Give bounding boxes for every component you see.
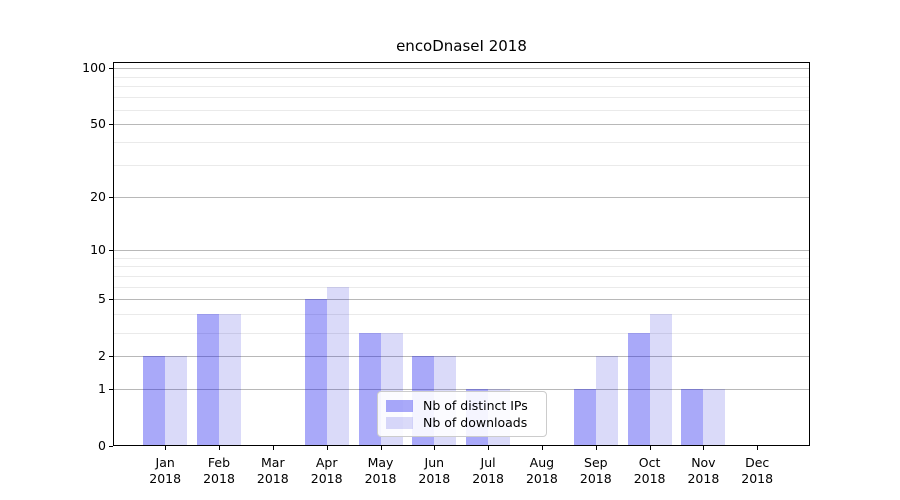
- bar-downloads-apr: [326, 286, 349, 446]
- major-gridline: [113, 249, 810, 251]
- bar-distinct-ips-apr: [304, 299, 327, 446]
- y-axis-tick: [109, 356, 113, 358]
- x-axis-tick: [649, 446, 651, 450]
- x-axis-tick: [488, 446, 490, 450]
- major-gridline: [113, 299, 810, 301]
- bar-distinct-ips-oct: [627, 332, 650, 446]
- y-axis-tick: [109, 124, 113, 126]
- major-gridline: [113, 389, 810, 391]
- legend-swatch-downloads: [386, 416, 413, 429]
- y-tick-label: 2: [98, 348, 106, 364]
- y-tick-label: 100: [82, 60, 106, 76]
- y-axis-tick: [109, 249, 113, 251]
- bar-downloads-feb: [219, 314, 241, 446]
- plot-area: [113, 62, 810, 446]
- x-tick-label: Nov 2018: [687, 455, 720, 486]
- bar-downloads-sep: [595, 356, 618, 446]
- y-axis-tick: [109, 299, 113, 301]
- minor-gridline: [113, 109, 810, 111]
- x-axis-tick: [541, 446, 543, 450]
- bar-distinct-ips-jan: [143, 356, 166, 446]
- x-tick-label: Dec 2018: [741, 455, 774, 486]
- minor-gridline: [113, 275, 810, 277]
- x-tick-label: Jan 2018: [149, 455, 182, 486]
- x-axis-tick: [595, 446, 597, 450]
- y-tick-label: 1: [98, 381, 106, 397]
- major-gridline: [113, 356, 810, 358]
- x-tick-label: Feb 2018: [203, 455, 235, 486]
- y-tick-label: 50: [90, 116, 106, 132]
- legend-label-downloads: Nb of downloads: [423, 415, 528, 430]
- x-tick-label: Jul 2018: [472, 455, 504, 486]
- x-axis-tick: [434, 446, 436, 450]
- minor-gridline: [113, 142, 810, 143]
- y-tick-label: 5: [98, 291, 106, 307]
- minor-gridline: [113, 97, 810, 98]
- x-tick-label: Aug 2018: [525, 455, 558, 486]
- major-gridline: [113, 124, 810, 126]
- x-axis-tick: [272, 446, 274, 450]
- x-tick-label: Jun 2018: [418, 455, 451, 486]
- bar-distinct-ips-nov: [681, 389, 704, 446]
- bar-distinct-ips-sep: [573, 389, 596, 446]
- y-tick-label: 10: [90, 241, 106, 257]
- legend-item-downloads: Nb of downloads: [386, 414, 538, 431]
- minor-gridline: [113, 86, 810, 88]
- minor-gridline: [113, 266, 810, 268]
- minor-gridline: [113, 164, 810, 166]
- x-tick-label: Mar 2018: [256, 455, 289, 486]
- chart-title: encoDnaseI 2018: [396, 37, 527, 55]
- minor-gridline: [113, 286, 810, 288]
- minor-gridline: [113, 332, 810, 334]
- x-axis-tick: [219, 446, 220, 450]
- x-tick-label: Oct 2018: [633, 455, 666, 486]
- x-axis-tick: [326, 446, 328, 450]
- y-tick-label: 20: [90, 188, 106, 204]
- x-axis-tick: [757, 446, 759, 450]
- bar-downloads-nov: [703, 389, 726, 446]
- minor-gridline: [113, 76, 810, 78]
- y-axis-tick: [109, 68, 113, 70]
- minor-gridline: [113, 314, 810, 316]
- y-tick-label: 0: [98, 438, 106, 453]
- y-axis-tick: [109, 389, 113, 391]
- bar-downloads-oct: [649, 314, 672, 446]
- legend-item-distinct-ips: Nb of distinct IPs: [386, 397, 538, 414]
- bar-downloads-jan: [165, 356, 188, 446]
- bar-distinct-ips-feb: [197, 314, 219, 446]
- major-gridline: [113, 196, 810, 198]
- x-axis-tick: [165, 446, 167, 450]
- x-axis-tick: [703, 446, 705, 450]
- y-axis-tick: [109, 446, 113, 447]
- x-tick-label: Sep 2018: [579, 455, 612, 486]
- legend-label-distinct-ips: Nb of distinct IPs: [423, 398, 528, 413]
- y-axis-tick: [109, 196, 113, 198]
- minor-gridline: [113, 257, 810, 259]
- x-tick-label: Apr 2018: [310, 455, 343, 486]
- x-tick-label: May 2018: [364, 455, 397, 486]
- legend: Nb of distinct IPs Nb of downloads: [377, 391, 547, 437]
- bar-distinct-ips-may: [358, 332, 381, 446]
- x-axis-tick: [380, 446, 382, 450]
- major-gridline: [113, 68, 810, 70]
- legend-swatch-distinct-ips: [386, 399, 413, 412]
